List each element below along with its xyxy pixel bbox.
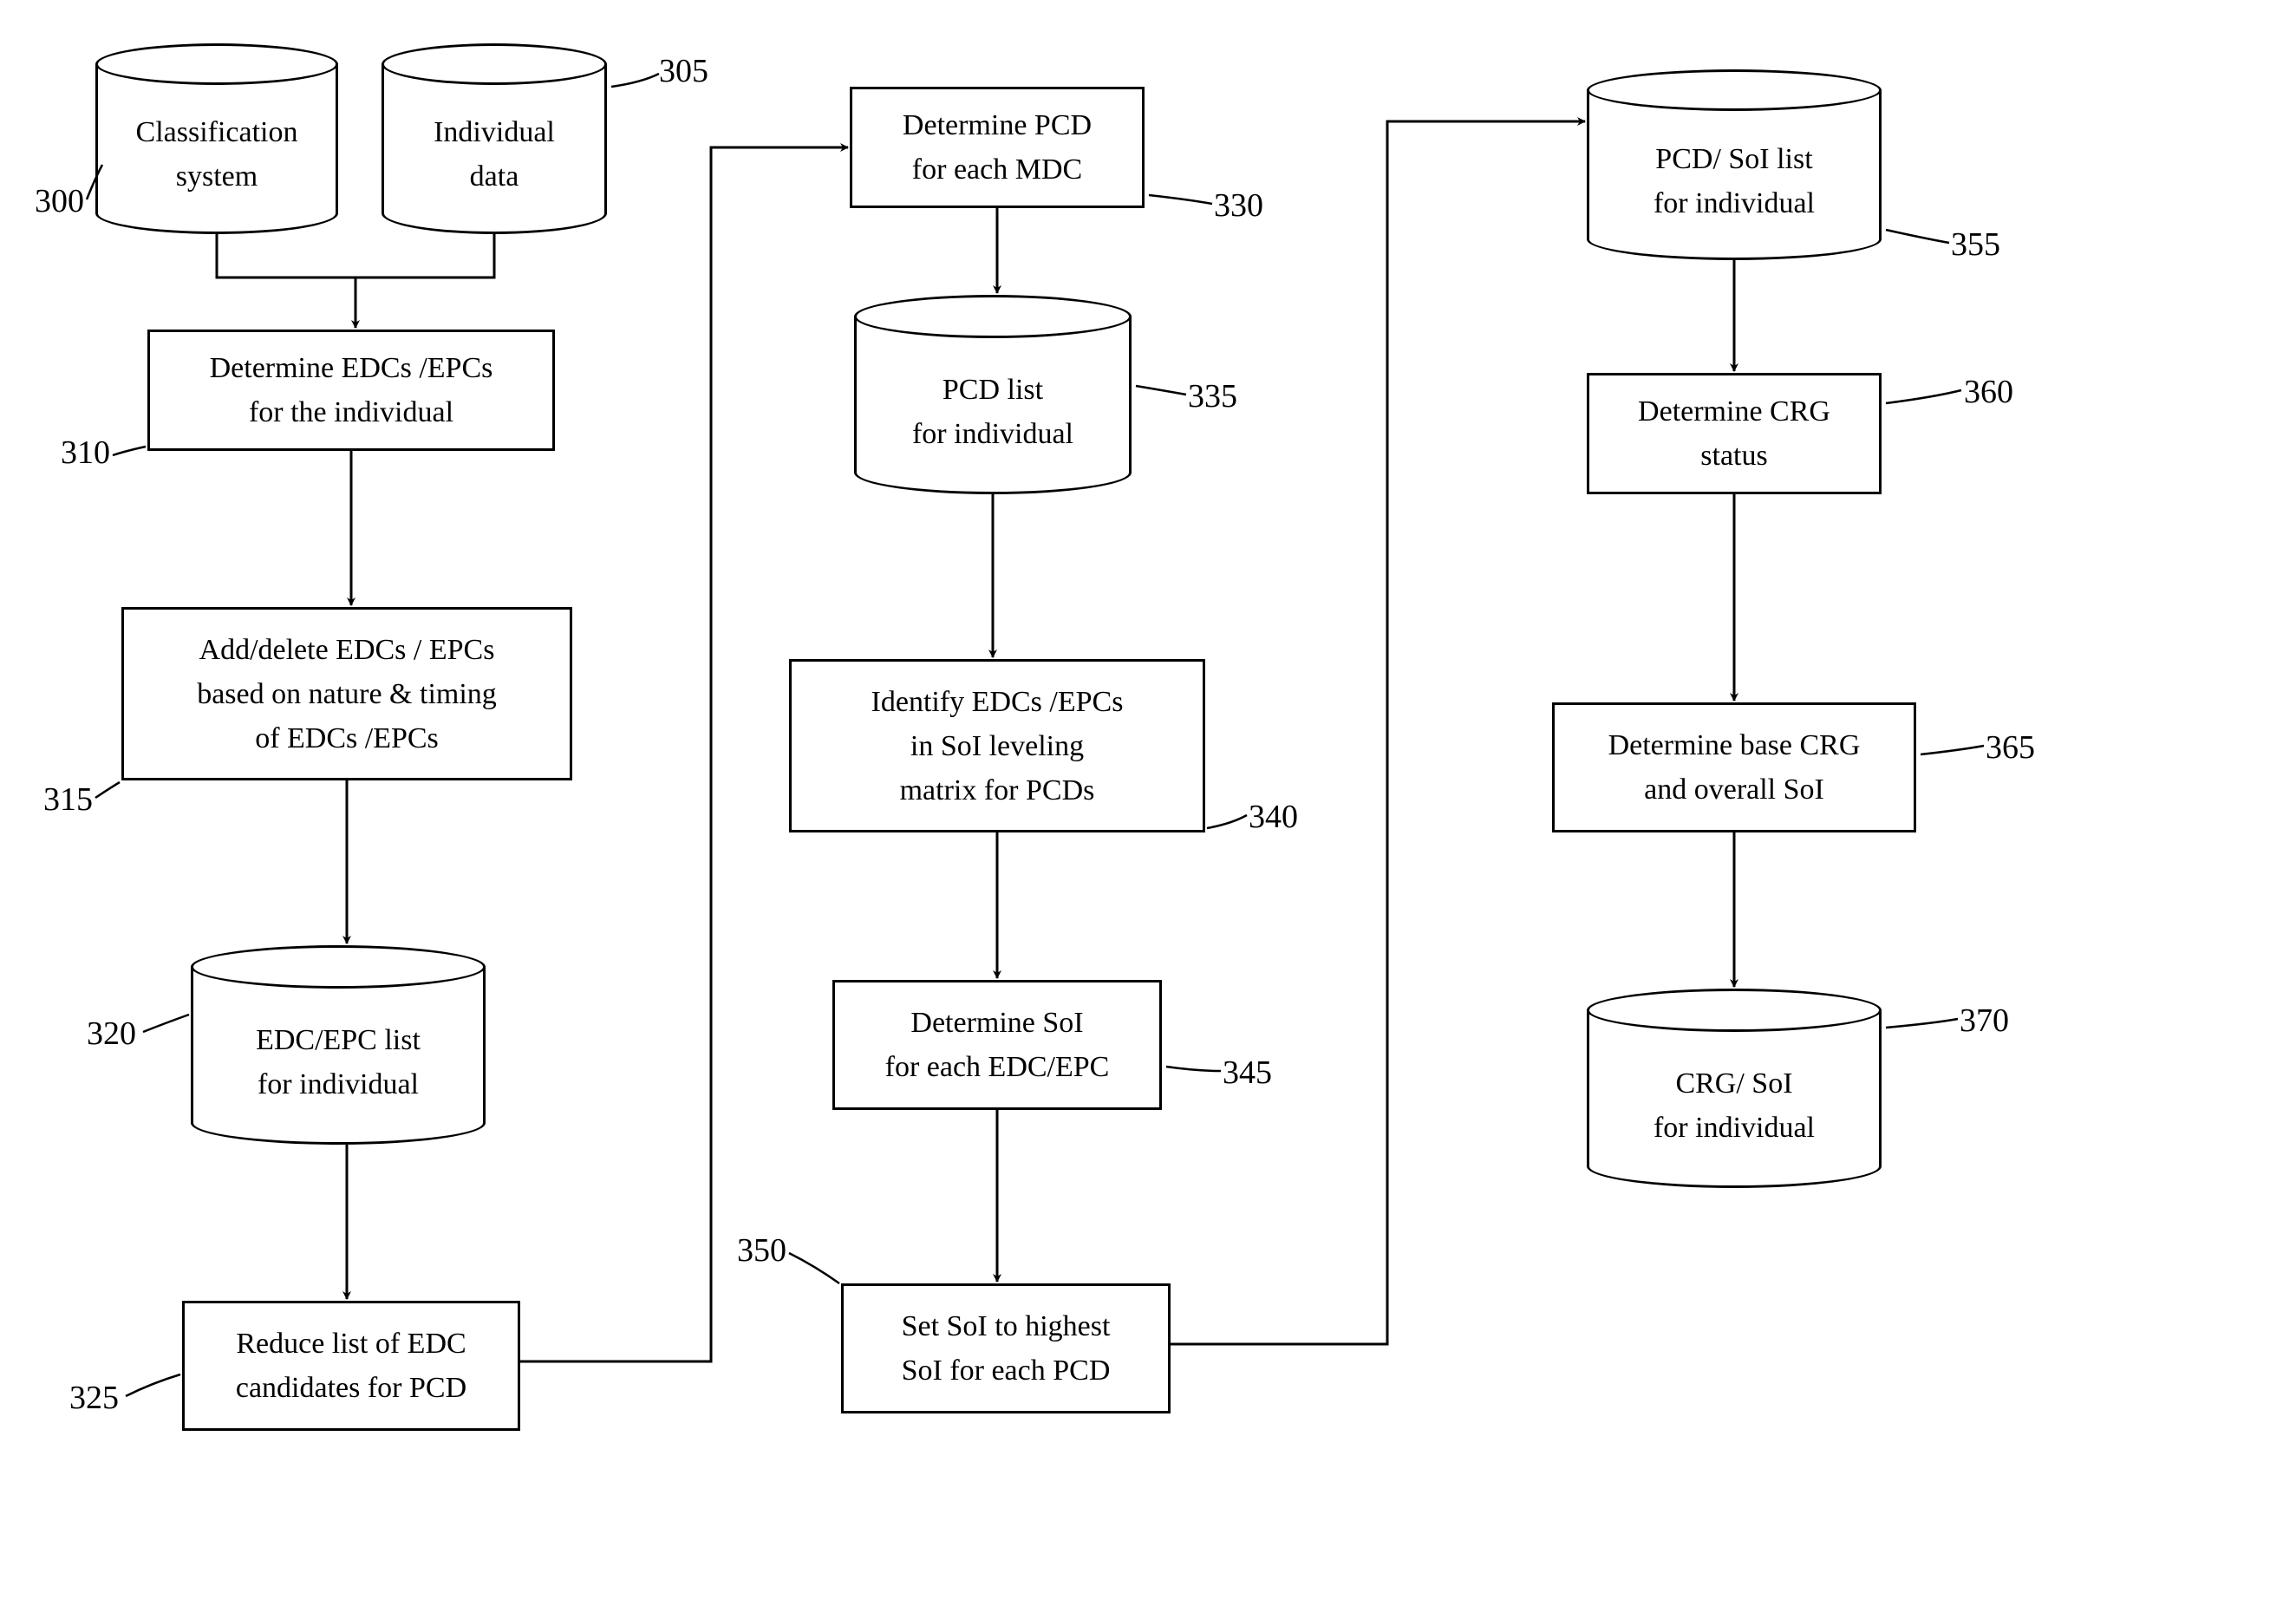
ref-350: 350 xyxy=(737,1231,786,1270)
node-set-soi: Set SoI to highestSoI for each PCD xyxy=(841,1283,1171,1413)
node-classification-system: Classificationsystem xyxy=(95,43,338,234)
ref-300: 300 xyxy=(35,182,84,220)
node-edc-epc-list: EDC/EPC listfor individual xyxy=(191,945,486,1145)
node-crg-soi: CRG/ SoIfor individual xyxy=(1587,989,1882,1188)
node-add-delete-edcs: Add/delete EDCs / EPCsbased on nature & … xyxy=(121,607,572,780)
node-individual-data: Individualdata xyxy=(382,43,607,234)
ref-355: 355 xyxy=(1951,225,2000,264)
node-determine-pcd: Determine PCDfor each MDC xyxy=(850,87,1145,208)
ref-305: 305 xyxy=(659,52,708,90)
ref-340: 340 xyxy=(1249,798,1298,836)
ref-370: 370 xyxy=(1960,1002,2009,1040)
ref-310: 310 xyxy=(61,434,110,472)
ref-330: 330 xyxy=(1214,186,1263,225)
ref-365: 365 xyxy=(1986,728,2035,767)
node-pcd-list: PCD listfor individual xyxy=(854,295,1132,494)
ref-345: 345 xyxy=(1223,1054,1272,1092)
node-identify-edcs: Identify EDCs /EPCsin SoI levelingmatrix… xyxy=(789,659,1205,832)
node-reduce-list: Reduce list of EDCcandidates for PCD xyxy=(182,1301,520,1431)
ref-360: 360 xyxy=(1964,373,2013,411)
ref-320: 320 xyxy=(87,1015,136,1053)
node-determine-base-crg: Determine base CRGand overall SoI xyxy=(1552,702,1916,832)
node-pcd-soi-list: PCD/ SoI listfor individual xyxy=(1587,69,1882,260)
ref-315: 315 xyxy=(43,780,93,819)
flowchart-canvas: Classificationsystem 300 Individualdata … xyxy=(35,35,2261,1584)
ref-335: 335 xyxy=(1188,377,1237,415)
node-determine-soi: Determine SoIfor each EDC/EPC xyxy=(832,980,1162,1110)
node-determine-crg-status: Determine CRGstatus xyxy=(1587,373,1882,494)
node-determine-edcs: Determine EDCs /EPCsfor the individual xyxy=(147,330,555,451)
ref-325: 325 xyxy=(69,1379,119,1417)
